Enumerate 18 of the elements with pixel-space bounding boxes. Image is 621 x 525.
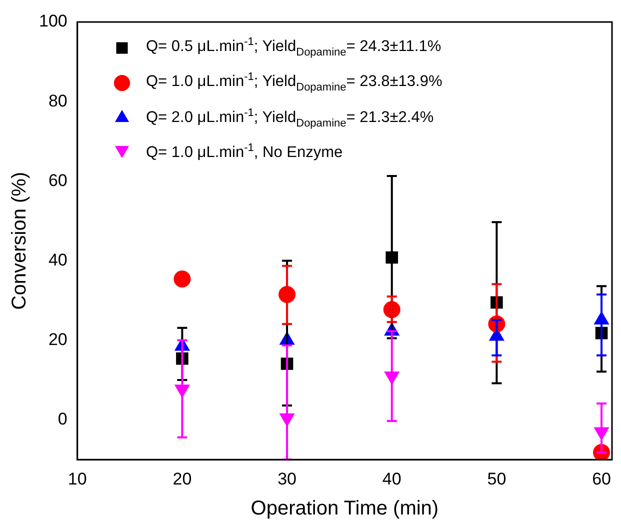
y-tick-label: 60 <box>48 170 68 190</box>
y-tick-label: 100 <box>38 12 68 31</box>
x-tick-label: 30 <box>278 469 296 488</box>
x-tick-label: 40 <box>382 469 402 488</box>
x-tick-label: 50 <box>487 469 506 488</box>
y-tick-label: 0 <box>58 410 68 429</box>
legend-label: Q= 2.0 μL.min$^{-1}$; Yield$_{Dopamine}$= 21.3±2.4% <box>146 106 434 131</box>
x-tick-label: 20 <box>172 469 192 488</box>
legend-label: Q= 0.5 μL.min$^{-1}$; Yield$_{Dopamine}$= 24.3±11.1% <box>146 35 442 60</box>
y-tick-label: 20 <box>48 330 68 349</box>
legend-label: Q= 1.0 μL.min$^{-1}$, No Enzyme <box>146 140 343 163</box>
x-tick-label: 10 <box>68 469 87 488</box>
legend-label: Q= 1.0 μL.min$^{-1}$; Yield$_{Dopamine}$= 23.8±13.9% <box>146 70 442 96</box>
y-tick-label: 40 <box>48 250 68 270</box>
x-axis-title: Operation Time (min) <box>250 498 439 520</box>
y-tick-label: 80 <box>48 91 68 110</box>
y-axis-title: Conversion (%) <box>8 172 31 310</box>
x-tick-label: 60 <box>592 469 611 488</box>
